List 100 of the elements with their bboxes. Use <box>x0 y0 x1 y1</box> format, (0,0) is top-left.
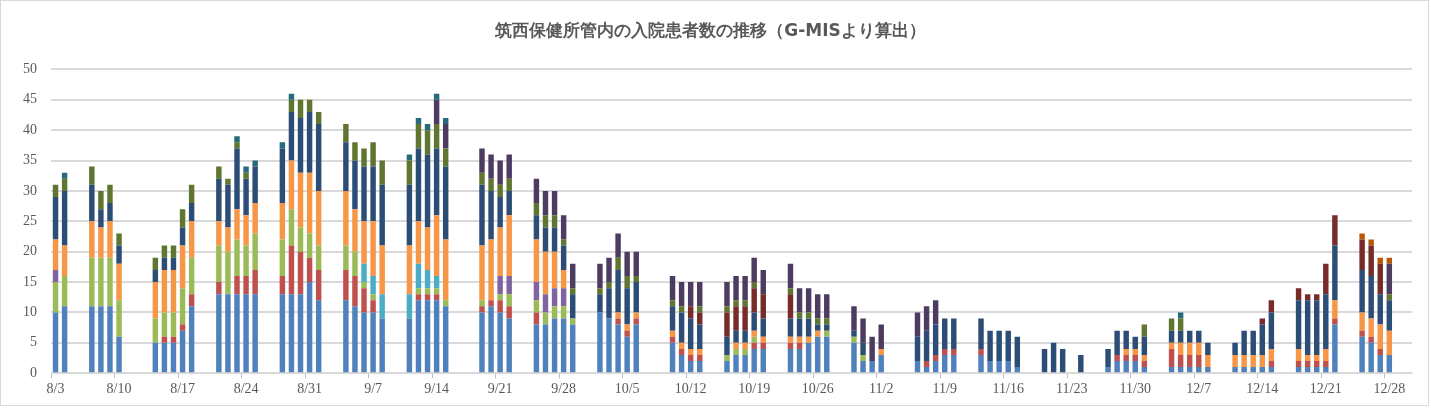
bar <box>497 184 503 197</box>
bar <box>1295 300 1302 349</box>
x-tick-label: 12/21 <box>1309 381 1342 397</box>
bar <box>615 312 621 319</box>
bar <box>560 215 567 240</box>
bar <box>406 294 413 319</box>
bar <box>188 306 195 373</box>
bar <box>932 354 939 362</box>
bar <box>488 190 494 240</box>
bar <box>542 215 549 228</box>
bar <box>624 324 630 331</box>
bar <box>796 336 803 343</box>
bar <box>279 294 286 373</box>
bar <box>107 221 113 258</box>
bar <box>1105 348 1111 368</box>
bar <box>1386 294 1393 301</box>
bar <box>161 269 168 313</box>
bar <box>442 239 449 301</box>
bar <box>733 330 739 343</box>
bar <box>1177 342 1184 355</box>
y-tick-label: 45 <box>23 91 37 107</box>
bar <box>733 306 739 331</box>
bar <box>787 288 794 295</box>
bar <box>406 245 413 295</box>
bar <box>615 269 621 313</box>
bar <box>533 203 540 216</box>
bar <box>225 184 231 228</box>
bar <box>424 294 431 301</box>
bar <box>814 336 821 373</box>
bar <box>406 184 413 246</box>
bar <box>52 282 59 313</box>
bar <box>1359 330 1365 337</box>
bar <box>234 136 240 143</box>
bar <box>869 361 875 373</box>
bar <box>751 330 757 337</box>
bar <box>1377 354 1383 373</box>
bar <box>61 172 68 179</box>
bar <box>216 166 222 179</box>
bar <box>615 233 621 258</box>
bar <box>379 245 385 295</box>
bar <box>551 288 558 307</box>
bar <box>697 348 703 355</box>
bar <box>297 172 304 228</box>
bar <box>152 342 159 373</box>
bar <box>89 166 95 185</box>
bar <box>942 318 948 349</box>
bar <box>687 318 694 349</box>
bar <box>932 300 939 325</box>
bar <box>479 148 485 173</box>
bar <box>542 251 549 295</box>
bar <box>98 257 104 307</box>
bar <box>288 294 295 373</box>
bar <box>570 324 576 373</box>
bar <box>597 288 603 295</box>
bar <box>742 354 748 373</box>
bar <box>697 282 703 307</box>
bar <box>751 348 757 373</box>
bar <box>297 251 304 295</box>
bar <box>824 330 830 337</box>
bar <box>424 288 431 295</box>
bar <box>597 263 603 289</box>
bar <box>225 251 231 295</box>
bar <box>1196 354 1202 368</box>
bar <box>1250 367 1256 373</box>
bar <box>542 190 549 216</box>
bar <box>1259 318 1266 325</box>
bar <box>315 124 322 191</box>
x-tick-label: 8/31 <box>297 381 323 397</box>
bar <box>678 342 685 349</box>
bar <box>1386 354 1393 373</box>
x-tick-label: 9/7 <box>364 381 383 397</box>
bar <box>570 318 576 325</box>
bar <box>687 306 694 319</box>
bar <box>234 142 240 149</box>
bar <box>179 245 186 289</box>
bar <box>805 342 812 373</box>
bar <box>379 160 385 185</box>
bar <box>1323 348 1329 362</box>
bar <box>1295 288 1302 301</box>
bar <box>1304 361 1311 368</box>
bar <box>1132 348 1138 355</box>
bar <box>597 312 603 373</box>
bar <box>733 348 739 355</box>
bar <box>479 306 485 313</box>
bar <box>179 227 186 246</box>
bar <box>697 354 703 362</box>
bar <box>424 227 431 270</box>
bar <box>824 336 830 373</box>
bar <box>98 190 104 210</box>
bar <box>615 318 621 325</box>
bar <box>343 124 349 143</box>
bar <box>370 221 376 276</box>
bar <box>170 312 177 337</box>
bar <box>978 354 984 373</box>
bar <box>406 318 413 373</box>
bar <box>878 348 884 355</box>
bar <box>542 227 549 252</box>
bar <box>288 111 295 161</box>
bar <box>1105 367 1111 373</box>
bar <box>1132 354 1138 362</box>
